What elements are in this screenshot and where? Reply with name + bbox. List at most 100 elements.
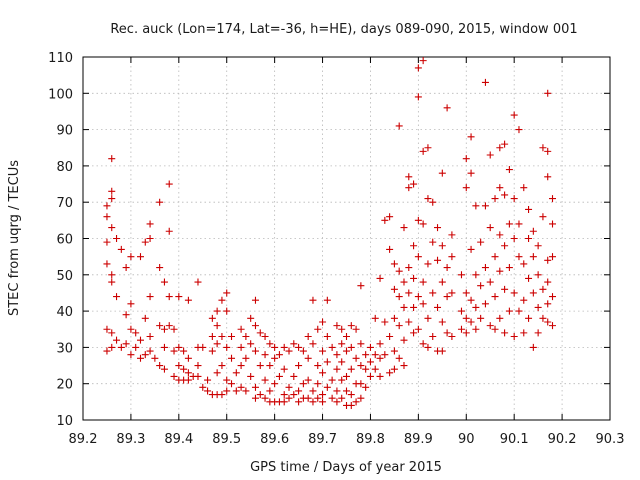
data-point: [184, 354, 192, 362]
data-point: [146, 220, 154, 228]
data-point: [319, 347, 327, 355]
data-point: [141, 238, 149, 246]
data-point: [472, 271, 480, 279]
data-point: [462, 155, 470, 163]
data-point: [180, 347, 188, 355]
data-point: [199, 343, 207, 351]
x-tick-label: 89.9: [404, 432, 433, 447]
data-point: [491, 253, 499, 261]
data-point: [347, 343, 355, 351]
axis-ticks: 89.2 89.3 89.4 89.5 89.6 89.7 89.8 89.9 90 90.1 90…: [48, 51, 624, 447]
data-point: [544, 300, 552, 308]
data-point: [314, 394, 322, 402]
data-point: [304, 354, 312, 362]
y-tick-label: 20: [56, 378, 73, 393]
data-point: [251, 394, 259, 402]
data-point: [314, 380, 322, 388]
data-point: [194, 362, 202, 370]
data-point: [376, 340, 384, 348]
data-point: [472, 325, 480, 333]
data-point: [247, 340, 255, 348]
data-point: [343, 387, 350, 395]
data-point: [165, 227, 173, 235]
data-point: [405, 184, 413, 192]
data-point: [414, 325, 422, 333]
data-point: [208, 333, 216, 341]
data-point: [386, 245, 394, 253]
data-point: [390, 347, 398, 355]
data-point: [314, 362, 322, 370]
data-point: [343, 347, 350, 355]
data-point: [529, 253, 537, 261]
data-point: [156, 264, 164, 272]
data-point: [510, 289, 518, 297]
data-point: [357, 394, 365, 402]
data-point: [352, 398, 360, 406]
data-point: [371, 365, 379, 373]
data-point: [103, 213, 111, 221]
y-tick-label: 30: [56, 341, 73, 356]
data-point: [501, 191, 509, 199]
data-point: [151, 354, 159, 362]
data-point: [319, 318, 327, 326]
data-point: [290, 340, 298, 348]
data-point: [544, 147, 552, 155]
data-point: [429, 238, 437, 246]
data-point: [242, 333, 250, 341]
data-point: [256, 329, 264, 337]
data-point: [175, 293, 183, 301]
data-point: [333, 398, 341, 406]
data-point: [132, 329, 140, 337]
data-point: [136, 253, 144, 261]
x-tick-label: 89.7: [308, 432, 337, 447]
data-point: [295, 398, 303, 406]
data-point: [309, 296, 317, 304]
data-point: [127, 253, 135, 261]
data-point: [175, 343, 183, 351]
data-point: [366, 343, 374, 351]
data-point: [525, 314, 533, 322]
data-point: [491, 325, 499, 333]
data-point: [505, 166, 513, 174]
data-point: [419, 278, 427, 286]
y-tick-label: 90: [56, 124, 73, 139]
data-point: [156, 198, 164, 206]
data-point: [304, 394, 312, 402]
data-point: [525, 205, 533, 213]
data-point: [467, 296, 475, 304]
x-tick-label: 89.2: [69, 432, 98, 447]
data-point: [405, 264, 413, 272]
data-point: [501, 242, 509, 250]
data-point: [160, 278, 168, 286]
data-point: [419, 147, 427, 155]
data-point: [424, 343, 432, 351]
data-point: [208, 347, 216, 355]
y-tick-label: 60: [56, 233, 73, 248]
data-point: [309, 340, 317, 348]
data-point: [223, 289, 231, 297]
data-point: [347, 322, 355, 330]
data-point: [405, 289, 413, 297]
data-point: [410, 329, 418, 337]
data-point: [223, 307, 231, 315]
data-point: [204, 376, 212, 384]
data-point: [448, 253, 456, 261]
data-point: [333, 322, 341, 330]
data-point: [357, 380, 365, 388]
chart-title: Rec. auck (Lon=174, Lat=-36, h=HE), days…: [110, 22, 577, 37]
data-point: [160, 343, 168, 351]
data-point: [199, 383, 207, 391]
data-point: [390, 260, 398, 268]
data-point: [467, 318, 475, 326]
data-point: [448, 289, 456, 297]
data-point: [525, 235, 533, 242]
x-tick-label: 89.4: [164, 432, 193, 447]
data-point: [467, 133, 475, 141]
data-point: [529, 343, 537, 351]
data-point: [228, 354, 236, 362]
data-point: [136, 336, 144, 344]
data-point: [486, 224, 494, 232]
data-point: [136, 354, 144, 362]
data-point: [319, 398, 327, 406]
